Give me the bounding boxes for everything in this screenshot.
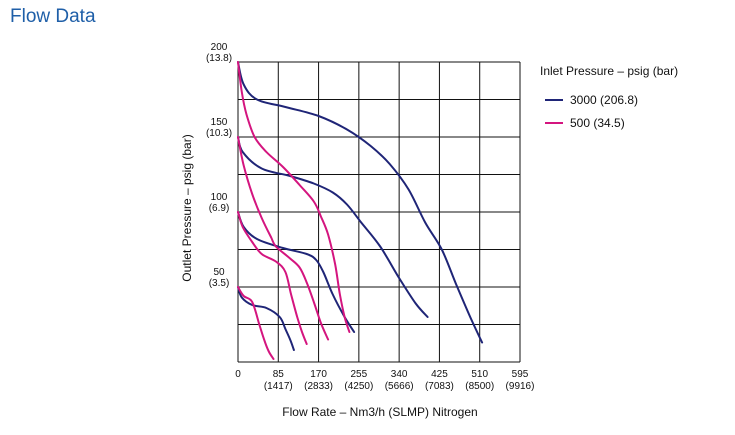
series-line-500 xyxy=(237,211,308,345)
x-axis-title: Flow Rate – Nm3/h (SLMP) Nitrogen xyxy=(282,405,477,419)
series-line-3000 xyxy=(237,61,484,344)
x-tick-label: 0 xyxy=(235,369,241,380)
y-tick-sublabel: (13.8) xyxy=(206,53,232,64)
x-tick-sublabel: (4250) xyxy=(344,381,373,392)
series-line-3000 xyxy=(237,136,429,318)
x-tick-label: 340 xyxy=(391,369,408,380)
y-tick-label: 200 xyxy=(211,42,228,53)
series-line-500 xyxy=(237,136,330,341)
series-line-500 xyxy=(237,286,275,360)
x-tick-label: 255 xyxy=(351,369,368,380)
y-tick-label: 50 xyxy=(213,267,225,278)
x-tick-sublabel: (8500) xyxy=(465,381,494,392)
x-tick-label: 510 xyxy=(471,369,488,380)
legend: Inlet Pressure – psig (bar) 3000 (206.8)… xyxy=(540,64,678,130)
y-tick-sublabel: (3.5) xyxy=(209,278,230,289)
x-tick-label: 170 xyxy=(310,369,327,380)
y-tick-label: 100 xyxy=(211,192,228,203)
page-title: Flow Data xyxy=(10,6,96,27)
x-tick-sublabel: (1417) xyxy=(264,381,293,392)
tick-labels: 0 85(1417)170(2833)255(4250)340(5666)425(… xyxy=(206,42,535,392)
y-tick-label: 150 xyxy=(211,117,228,128)
x-tick-label: 85 xyxy=(273,369,285,380)
x-tick-label: 425 xyxy=(431,369,448,380)
x-tick-sublabel: (9916) xyxy=(506,381,535,392)
y-tick-sublabel: (10.3) xyxy=(206,128,232,139)
x-tick-sublabel: (2833) xyxy=(304,381,333,392)
series-curves xyxy=(237,61,484,360)
series-line-3000 xyxy=(237,286,295,351)
x-tick-sublabel: (7083) xyxy=(425,381,454,392)
series-line-3000 xyxy=(237,211,356,333)
legend-title: Inlet Pressure – psig (bar) xyxy=(540,64,678,78)
legend-label-3000: 3000 (206.8) xyxy=(570,93,638,107)
legend-label-500: 500 (34.5) xyxy=(570,116,625,130)
x-tick-label: 595 xyxy=(512,369,529,380)
x-tick-sublabel: (5666) xyxy=(385,381,414,392)
y-axis-title: Outlet Pressure – psig (bar) xyxy=(180,134,194,281)
y-tick-sublabel: (6.9) xyxy=(209,203,230,214)
series-line-500 xyxy=(237,61,351,333)
